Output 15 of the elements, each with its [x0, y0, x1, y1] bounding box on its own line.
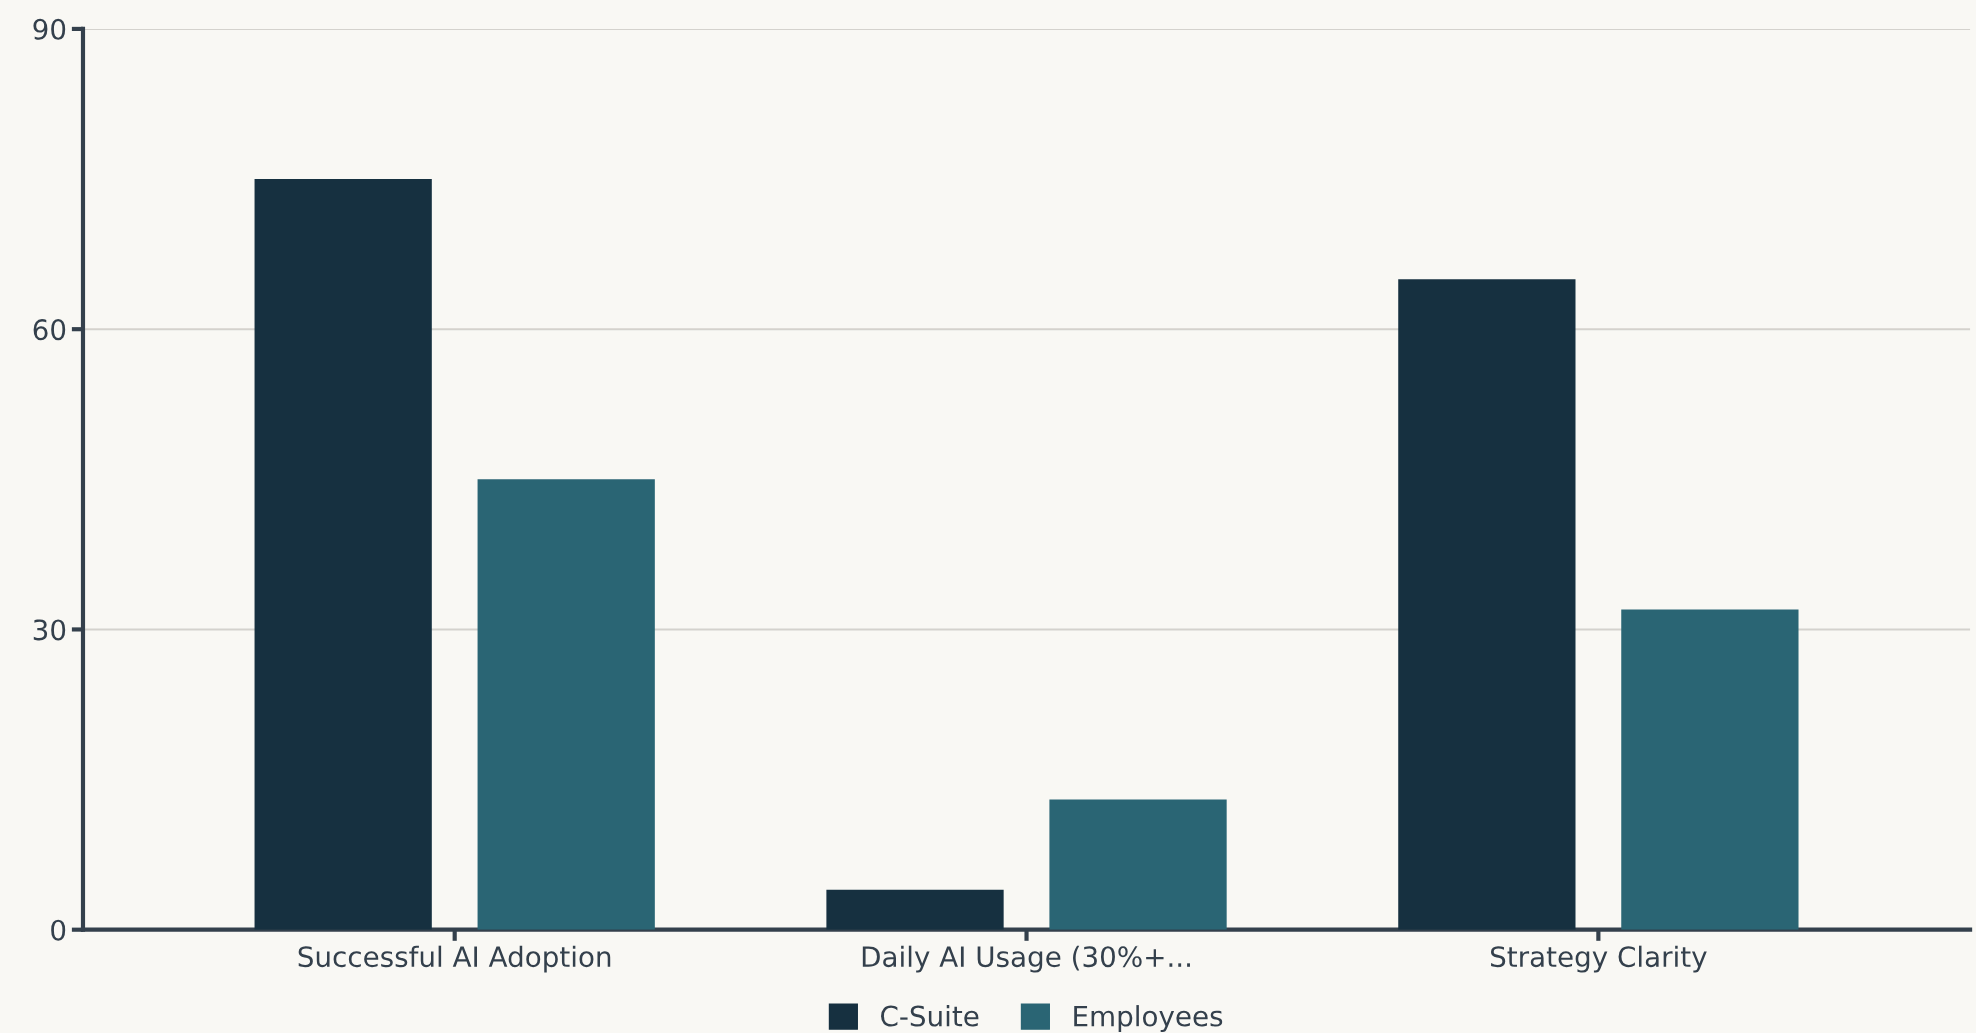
legend-label: Employees [1074, 1005, 1223, 1032]
bar [826, 889, 1004, 930]
legend-label: C-Suite [881, 1005, 979, 1027]
x-tick-label: Strategy Clarity [1490, 945, 1707, 973]
bar [1621, 609, 1799, 930]
y-tick-label: 60 [33, 319, 66, 341]
bar [477, 479, 655, 930]
y-tick-label: 90 [33, 18, 66, 40]
bar [254, 179, 432, 930]
x-tick-label: Daily AI Usage (30%+... [862, 945, 1190, 973]
x-tick-label: Successful AI Adoption [298, 945, 611, 973]
y-tick-label: 30 [33, 619, 66, 641]
bar [1398, 279, 1576, 930]
bar [1049, 799, 1227, 930]
y-tick-label: 0 [51, 919, 66, 941]
